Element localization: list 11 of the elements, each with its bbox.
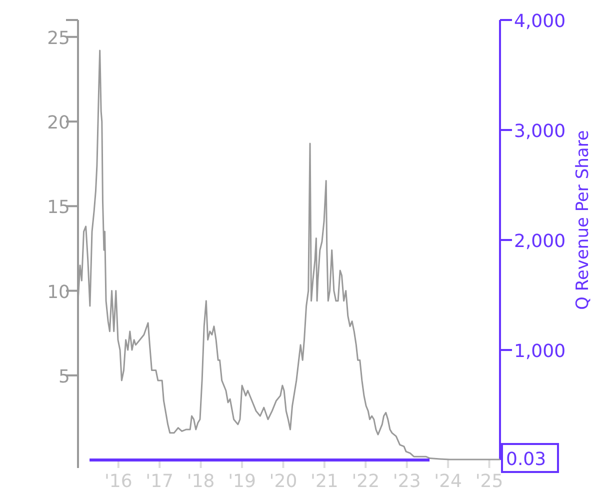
y2-axis-title: Q Revenue Per Share <box>573 130 593 310</box>
y-tick-label: 10 <box>47 282 70 303</box>
text: 0.03 <box>506 449 546 470</box>
y2-tick-label: 4,000 <box>514 11 566 32</box>
y2-tick-label: 1,000 <box>514 341 566 362</box>
y-tick-label: 5 <box>58 366 70 388</box>
y-tick-label: 15 <box>47 197 70 218</box>
y2-tick-label: 3,000 <box>514 121 566 142</box>
y-tick-label: 20 <box>47 112 70 134</box>
y-tick-label: 25 <box>47 28 70 49</box>
y2-tick-label: 2,000 <box>514 231 566 252</box>
